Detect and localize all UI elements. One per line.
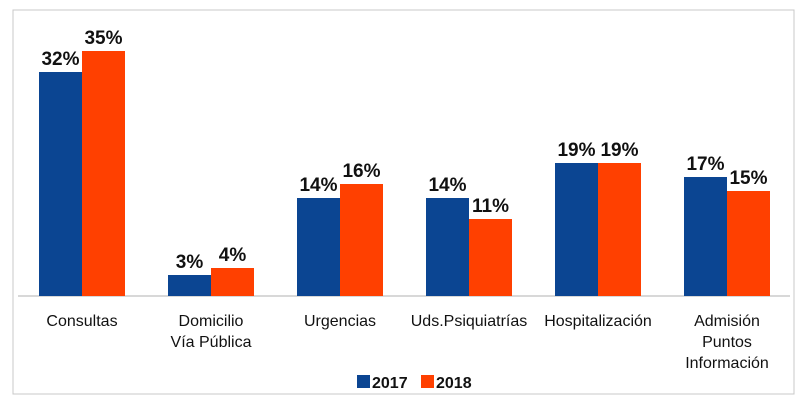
bar-2017-0 [39, 72, 82, 296]
category-label-4-0: Hospitalización [544, 313, 652, 330]
data-label-2018-0: 35% [84, 28, 122, 49]
bar-2017-2 [297, 198, 340, 296]
bar-2018-4 [598, 163, 641, 296]
legend-label-2017: 2017 [372, 375, 408, 392]
bar-2018-5 [727, 191, 770, 296]
data-label-2018-1: 4% [219, 245, 247, 266]
data-label-2017-2: 14% [299, 175, 337, 196]
bar-2018-0 [82, 51, 125, 296]
data-label-2018-2: 16% [342, 161, 380, 182]
bar-2017-3 [426, 198, 469, 296]
data-label-2018-5: 15% [729, 168, 767, 189]
legend-label-2018: 2018 [436, 375, 472, 392]
bar-2017-4 [555, 163, 598, 296]
category-label-5-0: Admisión [694, 313, 760, 330]
category-label-3-0: Uds.Psiquiatrías [411, 313, 528, 330]
legend-swatch-2017 [357, 375, 370, 388]
data-label-2018-3: 11% [472, 196, 509, 217]
category-label-1-1: Vía Pública [171, 334, 252, 351]
data-label-2017-1: 3% [176, 252, 204, 273]
data-label-2018-4: 19% [600, 140, 638, 161]
category-label-0-0: Consultas [46, 313, 117, 330]
bar-2018-3 [469, 219, 512, 296]
category-label-1-0: Domicilio [179, 313, 244, 330]
bar-2018-1 [211, 268, 254, 296]
bar-2018-2 [340, 184, 383, 296]
data-label-2017-5: 17% [686, 154, 724, 175]
data-label-2017-0: 32% [41, 49, 79, 70]
category-labels-layer: Consultas Domicilio Vía Pública Urgencias Ud… [46, 313, 768, 372]
category-label-2-0: Urgencias [304, 313, 376, 330]
legend: 2017 2018 [357, 375, 472, 392]
category-label-5-2: Información [685, 355, 769, 372]
legend-swatch-2018 [421, 375, 434, 388]
data-label-2017-3: 14% [428, 175, 466, 196]
chart-frame [12, 9, 795, 395]
data-label-2017-4: 19% [557, 140, 595, 161]
data-labels-layer: 32%35%3% 4%14%16%14%11%19% 19%17%15% [41, 28, 767, 273]
bar-2017-1 [168, 275, 211, 296]
bars-layer [39, 51, 770, 296]
bar-2017-5 [684, 177, 727, 296]
category-label-5-1: Puntos [702, 334, 752, 351]
